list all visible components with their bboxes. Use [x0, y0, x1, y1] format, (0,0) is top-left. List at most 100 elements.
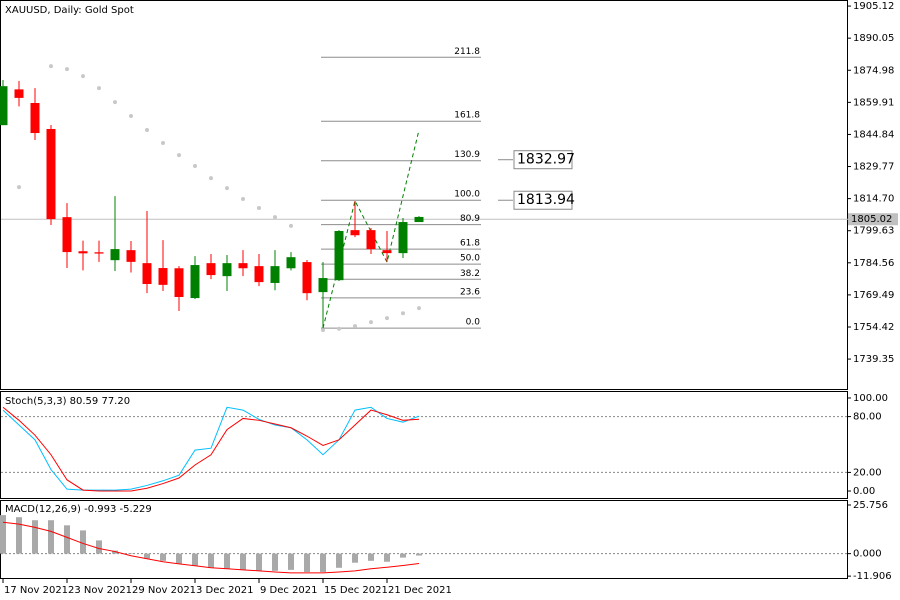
y-tick-label: 1784.56 — [853, 258, 894, 269]
y-tick-label: 1905.12 — [853, 1, 894, 12]
indicator-title: Stoch(5,3,3) 80.59 77.20 — [5, 396, 130, 407]
price-label-box — [513, 150, 573, 170]
histogram-bar — [160, 553, 166, 561]
sar-dot — [241, 197, 245, 202]
candle-body — [350, 230, 360, 236]
candle-body — [366, 230, 376, 250]
fib-level-label: 130.9 — [454, 150, 480, 160]
histogram-bar — [336, 553, 342, 568]
sar-dot — [417, 306, 421, 311]
indicator-line — [2, 406, 420, 491]
histogram-bar — [64, 525, 70, 554]
y-tick-label: 1739.35 — [853, 354, 894, 365]
sar-dot — [49, 64, 53, 69]
histogram-bar — [144, 553, 150, 559]
candle-body — [206, 263, 216, 276]
candle-body — [398, 222, 408, 254]
histogram-bar — [320, 553, 326, 572]
sar-dot — [209, 176, 213, 181]
x-tick-label: 21 Dec 2021 — [388, 585, 452, 596]
chart-title: XAUUSD, Daily: Gold Spot — [5, 5, 134, 16]
x-tick-label: 29 Nov 2021 — [132, 585, 196, 596]
candle-body — [158, 268, 168, 285]
candle-body — [46, 128, 56, 220]
histogram-bar — [112, 550, 118, 554]
candle-body — [110, 249, 120, 261]
sar-dot — [337, 326, 341, 331]
histogram-bar — [416, 553, 422, 556]
candle-body — [222, 263, 232, 277]
x-tick-label: 3 Dec 2021 — [196, 585, 254, 596]
histogram-bar — [224, 553, 230, 569]
histogram-bar — [288, 553, 294, 570]
sar-dot — [17, 185, 21, 190]
macd-panel — [0, 500, 848, 579]
candle-body — [254, 266, 264, 283]
candle-body — [286, 257, 296, 269]
candle-body — [334, 230, 344, 281]
sar-dot — [353, 324, 357, 329]
histogram-bar — [304, 553, 310, 572]
histogram-bar — [48, 520, 54, 554]
histogram-bar — [80, 530, 86, 554]
y-tick-label: 1829.77 — [853, 162, 894, 173]
current-price-tag — [848, 213, 898, 226]
sar-dot — [161, 141, 165, 146]
y-tick-label: 20.00 — [853, 467, 882, 478]
y-tick-label: 25.756 — [853, 500, 888, 511]
candle-body — [30, 103, 40, 134]
y-tick-label: 1769.49 — [853, 290, 894, 301]
fib-level-label: 100.0 — [454, 190, 480, 200]
candle-body — [270, 266, 280, 283]
fib-level-label: 80.9 — [460, 214, 480, 224]
candle-body — [414, 216, 424, 223]
sar-dot — [65, 67, 69, 72]
histogram-bar — [368, 553, 374, 561]
x-tick-label: 23 Nov 2021 — [68, 585, 132, 596]
y-tick-label: -11.906 — [853, 571, 892, 582]
sar-dot — [385, 316, 389, 321]
histogram-bar — [32, 520, 38, 554]
sar-dot — [369, 320, 373, 325]
current-price-label: 1805.02 — [851, 214, 892, 225]
price-panel — [0, 0, 848, 390]
candle-body — [302, 262, 312, 294]
sar-dot — [177, 153, 181, 158]
candle-body — [142, 263, 152, 285]
stochastic-panel — [0, 391, 848, 499]
histogram-bar — [208, 553, 214, 568]
fib-level-label: 38.2 — [460, 269, 480, 279]
candle-body — [78, 251, 88, 254]
candle-body — [382, 250, 392, 254]
sar-dot — [257, 205, 261, 210]
histogram-bar — [272, 553, 278, 571]
histogram-bar — [16, 517, 22, 554]
sar-dot — [81, 74, 85, 79]
y-tick-label: 0.00 — [853, 486, 875, 497]
x-tick-label: 15 Dec 2021 — [324, 585, 388, 596]
fib-level-label: 161.8 — [454, 111, 480, 121]
fib-level-label: 0.0 — [466, 318, 481, 328]
candle-body — [0, 86, 8, 126]
y-tick-label: 0.000 — [853, 549, 882, 560]
histogram-bar — [0, 515, 6, 554]
fib-level-label: 23.6 — [460, 287, 480, 297]
candle-body — [190, 265, 200, 299]
y-tick-label: 1754.42 — [853, 322, 894, 333]
histogram-bar — [128, 553, 134, 554]
histogram-bar — [400, 553, 406, 558]
histogram-bar — [176, 553, 182, 564]
candle-body — [94, 252, 104, 254]
candle-body — [174, 268, 184, 298]
y-tick-label: 1890.05 — [853, 33, 894, 44]
sar-dot — [129, 113, 133, 118]
histogram-bar — [240, 553, 246, 570]
y-tick-label: 100.00 — [853, 393, 888, 404]
sar-dot — [321, 328, 325, 333]
y-tick-label: 1814.70 — [853, 194, 894, 205]
sar-dot — [289, 223, 293, 228]
candle-body — [126, 250, 136, 262]
price-label: 1832.97 — [517, 152, 575, 168]
fib-level-label: 50.0 — [460, 254, 480, 264]
